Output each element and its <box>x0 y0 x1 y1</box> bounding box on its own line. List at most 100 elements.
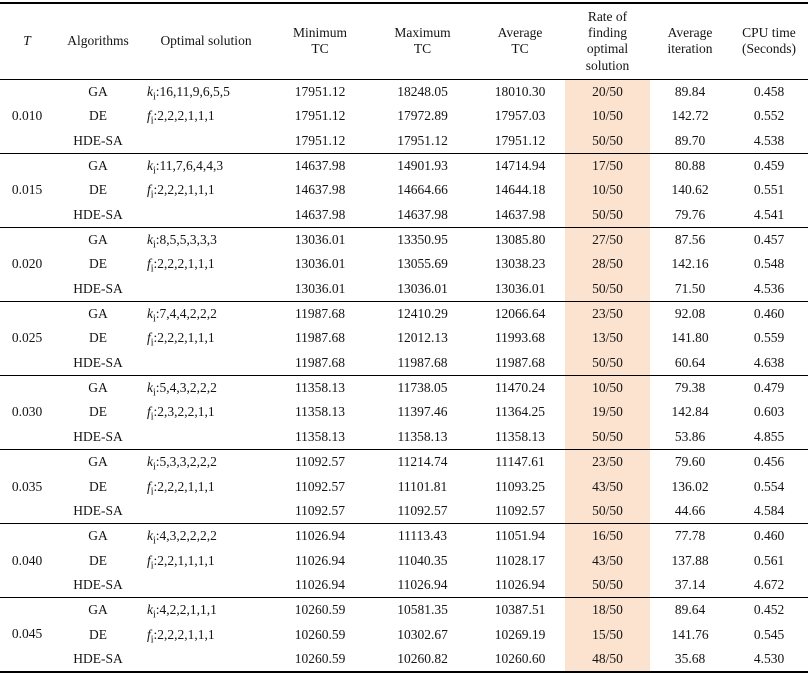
cell-optimal-solution: ki:7,4,4,2,2,2 <box>147 305 217 325</box>
cell-min-tc: 11987.68 <box>294 305 346 321</box>
cell-max-tc: 11040.35 <box>397 552 448 568</box>
header-row: T Algorithms Optimal solution Minimum TC… <box>0 3 808 79</box>
cell-cpu-time: 0.548 <box>753 256 785 272</box>
cell-max-tc: 13036.01 <box>397 280 448 296</box>
cell-min-tc: 13036.01 <box>294 256 346 272</box>
header-maximum-tc: Maximum TC <box>394 25 451 57</box>
cell-avg-iteration: 141.80 <box>671 330 709 346</box>
table-row: DE fi:2,2,2,1,1,1 13036.01 13055.69 13038.23… <box>0 252 808 277</box>
cell-avg-iteration: 142.84 <box>671 404 709 420</box>
table-row: HDE-SA 17951.12 17951.12 17951.12 50/50 89.70… <box>0 128 808 154</box>
cell-cpu-time: 0.551 <box>753 182 785 198</box>
cell-cpu-time: 4.530 <box>753 650 785 666</box>
cell-cpu-time: 4.541 <box>753 206 785 222</box>
cell-min-tc: 11987.68 <box>294 330 346 346</box>
cell-min-tc: 14637.98 <box>294 157 346 173</box>
cell-rate: 15/50 <box>565 622 650 648</box>
cell-algorithm: DE <box>89 330 107 346</box>
cell-avg-tc: 17951.12 <box>494 132 546 148</box>
cell-t: 0.010 <box>11 108 43 124</box>
optimal-subscript: i <box>153 535 156 547</box>
cell-cpu-time: 0.460 <box>753 305 785 321</box>
t-group: 0.045 GA ki:4,2,2,1,1,1 10260.59 10581.35 103… <box>0 597 808 672</box>
cell-optimal-solution <box>142 647 270 672</box>
cell-algorithm: DE <box>89 626 107 642</box>
cell-t: 0.015 <box>11 182 43 198</box>
cell-optimal-solution: fi:2,2,2,1,1,1 <box>147 478 215 498</box>
cell-avg-iteration: 141.76 <box>671 626 709 642</box>
optimal-variable: f <box>147 552 151 568</box>
cell-t: 0.025 <box>11 330 43 346</box>
cell-max-tc: 11092.57 <box>397 502 448 518</box>
cell-algorithm: DE <box>89 552 107 568</box>
cell-cpu-time: 0.452 <box>753 602 785 618</box>
cell-avg-tc: 11358.13 <box>494 428 546 444</box>
cell-min-tc: 11358.13 <box>294 428 346 444</box>
t-group: 0.015 GA ki:11,7,6,4,4,3 14637.98 14901.93 14… <box>0 153 808 228</box>
cell-avg-iteration: 80.88 <box>674 157 706 173</box>
cell-max-tc: 18248.05 <box>397 83 448 99</box>
optimal-variable: f <box>147 182 151 198</box>
cell-max-tc: 11026.94 <box>397 577 448 592</box>
cell-max-tc: 13055.69 <box>397 256 448 272</box>
cell-cpu-time: 4.855 <box>753 428 785 444</box>
cell-algorithm: HDE-SA <box>73 650 123 666</box>
cell-avg-iteration: 35.68 <box>674 650 706 666</box>
cell-cpu-time: 0.559 <box>753 330 785 346</box>
cell-rate: 23/50 <box>565 301 650 327</box>
table-row: HDE-SA 14637.98 14637.98 14637.98 50/50 79.76… <box>0 202 808 228</box>
cell-max-tc: 12410.29 <box>397 305 448 321</box>
cell-t: 0.040 <box>11 552 43 568</box>
optimal-subscript: i <box>153 239 156 251</box>
cell-algorithm: HDE-SA <box>73 502 123 518</box>
cell-rate: 10/50 <box>565 103 650 129</box>
cell-avg-tc: 13085.80 <box>494 231 546 247</box>
table-row: DE fi:2,2,2,1,1,1 14637.98 14664.66 14644.18… <box>0 178 808 203</box>
cell-optimal-solution <box>142 499 270 524</box>
cell-cpu-time: 0.554 <box>753 478 785 494</box>
optimal-subscript: i <box>150 115 154 127</box>
cell-max-tc: 11101.81 <box>397 478 448 494</box>
cell-avg-iteration: 89.64 <box>674 602 706 618</box>
cell-avg-iteration: 92.08 <box>674 305 706 321</box>
t-group: 0.025 GA ki:7,4,4,2,2,2 11987.68 12410.29 120… <box>0 301 808 376</box>
table-row: 0.045 GA ki:4,2,2,1,1,1 10260.59 10581.35 103… <box>0 597 808 641</box>
cell-avg-tc: 18010.30 <box>494 83 546 99</box>
cell-rate: 50/50 <box>565 573 650 598</box>
cell-cpu-time: 0.545 <box>753 626 785 642</box>
cell-algorithm: HDE-SA <box>73 354 123 370</box>
cell-algorithm: GA <box>88 157 108 173</box>
cell-avg-iteration: 142.16 <box>671 256 709 272</box>
optimal-subscript: i <box>153 313 156 325</box>
cell-optimal-solution <box>142 277 270 302</box>
header-minimum-tc: Minimum TC <box>292 25 347 57</box>
cell-max-tc: 14637.98 <box>397 206 448 222</box>
t-group: 0.035 GA ki:5,3,3,2,2,2 11092.57 11214.74 111… <box>0 449 808 524</box>
cell-min-tc: 11026.94 <box>294 577 346 592</box>
cell-avg-tc: 11093.25 <box>494 478 546 494</box>
table-row: DE fi:2,2,2,1,1,1 17951.12 17972.89 17957.03… <box>0 103 808 129</box>
table-row: HDE-SA 13036.01 13036.01 13036.01 50/50 71.50… <box>0 276 808 302</box>
cell-algorithm: DE <box>89 256 107 272</box>
header-optimal-solution: Optimal solution <box>160 33 252 49</box>
cell-rate: 50/50 <box>565 202 650 228</box>
cell-max-tc: 11358.13 <box>397 428 448 444</box>
table-row: HDE-SA 10260.59 10260.82 10260.60 48/50 35.68… <box>0 647 808 672</box>
cell-rate: 20/50 <box>565 79 650 104</box>
cell-min-tc: 11358.13 <box>294 404 346 420</box>
optimal-variable: k <box>147 380 153 395</box>
cell-rate: 19/50 <box>565 400 650 425</box>
table-row: DE fi:2,2,1,1,1,1 11026.94 11040.35 11028.17… <box>0 548 808 573</box>
cell-rate: 48/50 <box>565 647 650 672</box>
table-row: 0.030 GA ki:5,4,3,2,2,2 11358.13 11738.05 114… <box>0 375 808 419</box>
cell-max-tc: 12012.13 <box>397 330 448 346</box>
cell-min-tc: 13036.01 <box>294 231 346 247</box>
cell-avg-iteration: 89.70 <box>674 132 706 148</box>
optimal-subscript: i <box>150 634 154 646</box>
cell-rate: 50/50 <box>565 498 650 524</box>
cell-avg-tc: 13036.01 <box>494 280 546 296</box>
cell-min-tc: 13036.01 <box>294 280 346 296</box>
cell-max-tc: 13350.95 <box>397 231 448 247</box>
cell-avg-tc: 10260.60 <box>494 650 546 666</box>
optimal-variable: f <box>147 404 151 420</box>
